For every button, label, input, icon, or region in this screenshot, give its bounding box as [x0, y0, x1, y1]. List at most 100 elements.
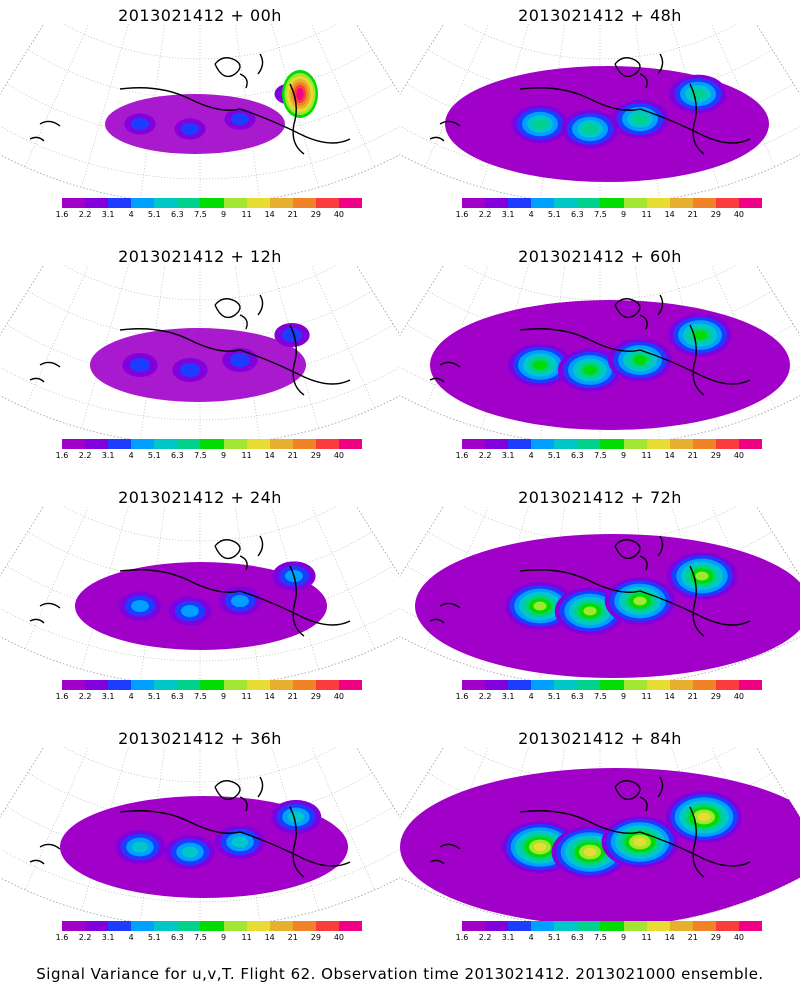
colorbar-swatch [154, 439, 178, 449]
colorbar-swatch [269, 921, 293, 931]
colorbar-label: 11 [241, 933, 252, 942]
colorbar-swatch [246, 921, 270, 931]
colorbar-swatch [646, 680, 670, 690]
variance-map [400, 24, 800, 205]
coastlines [29, 776, 351, 878]
colorbar-swatch [62, 680, 86, 690]
colorbar-label: 14 [264, 210, 275, 219]
forecast-panel: 2013021412 + 36h 1.6 2.2 3.1 4 5.1 6.3 7.5 9 11 14… [0, 723, 400, 964]
colorbar-swatch [692, 680, 716, 690]
colorbar-label: 21 [687, 692, 698, 701]
colorbar-label: 4 [528, 210, 534, 219]
colorbar-label: 2.2 [78, 451, 92, 460]
colorbar-swatch [85, 439, 109, 449]
colorbar-swatch [715, 198, 739, 208]
colorbar-swatch [131, 921, 155, 931]
colorbar-swatch [315, 680, 339, 690]
colorbar-swatch [154, 680, 178, 690]
colorbar-labels: 1.6 2.2 3.1 4 5.1 6.3 7.5 9 11 14 21 29 40 [56, 210, 362, 220]
colorbar-swatch [692, 921, 716, 931]
colorbar-label: 3.1 [501, 933, 515, 942]
variance-map [400, 747, 800, 928]
map-domain-outline [0, 747, 400, 928]
colorbar-label: 2.2 [478, 692, 492, 701]
colorbar-label: 7.5 [194, 210, 207, 219]
colorbar-swatch [269, 198, 293, 208]
forecast-panel: 2013021412 + 12h 1.6 2.2 3.1 4 5.1 6.3 7.5 9 11 14… [0, 241, 400, 482]
colorbar-label: 6.3 [171, 451, 184, 460]
colorbar-label: 3.1 [101, 692, 115, 701]
colorbar-swatch [177, 680, 201, 690]
colorbar-swatch [269, 680, 293, 690]
colorbar-label: 14 [664, 692, 675, 701]
colorbar-label: 7.5 [194, 692, 207, 701]
colorbar-label: 6.3 [571, 933, 584, 942]
colorbar-swatch [462, 680, 486, 690]
colorbar-swatch [177, 198, 201, 208]
colorbar-label: 1.6 [455, 692, 469, 701]
colorbar-swatch [108, 680, 132, 690]
colorbar-label: 4 [528, 451, 534, 460]
colorbar-label: 7.5 [594, 692, 607, 701]
colorbar-swatch [246, 198, 270, 208]
colorbar-swatch [85, 680, 109, 690]
colorbar-swatch [292, 198, 316, 208]
colorbar-labels: 1.6 2.2 3.1 4 5.1 6.3 7.5 9 11 14 21 29 40 [456, 210, 762, 220]
colorbar-label: 21 [287, 933, 298, 942]
colorbar [62, 680, 363, 690]
colorbar-labels: 1.6 2.2 3.1 4 5.1 6.3 7.5 9 11 14 21 29 40 [56, 692, 362, 702]
map-domain-outline [400, 24, 800, 205]
colorbar-swatch [223, 439, 247, 449]
colorbar-swatch [108, 198, 132, 208]
colorbar-swatch [292, 680, 316, 690]
colorbar-label: 3.1 [501, 210, 515, 219]
colorbar-label: 6.3 [171, 210, 184, 219]
colorbar-swatch [315, 439, 339, 449]
colorbar-label: 21 [287, 210, 298, 219]
colorbar-labels: 1.6 2.2 3.1 4 5.1 6.3 7.5 9 11 14 21 29 40 [456, 933, 762, 943]
colorbar-swatch [738, 921, 763, 931]
colorbar-label: 29 [710, 210, 721, 219]
colorbar-label: 40 [733, 451, 745, 460]
colorbar-label: 7.5 [194, 451, 207, 460]
colorbar-swatch [131, 439, 155, 449]
colorbar-label: 11 [241, 210, 252, 219]
colorbar-swatch [462, 439, 486, 449]
colorbar-label: 11 [641, 692, 652, 701]
colorbar-swatch [692, 198, 716, 208]
colorbar-label: 5.1 [147, 210, 161, 219]
colorbar-label: 4 [128, 692, 134, 701]
colorbar-labels: 1.6 2.2 3.1 4 5.1 6.3 7.5 9 11 14 21 29 40 [456, 451, 762, 461]
colorbar-label: 2.2 [78, 692, 92, 701]
colorbar-swatch [485, 439, 509, 449]
colorbar-swatch [554, 198, 578, 208]
colorbar-swatch [623, 680, 647, 690]
colorbar-label: 1.6 [455, 933, 469, 942]
colorbar-label: 9 [220, 692, 227, 701]
colorbar-label: 7.5 [594, 933, 607, 942]
colorbar-label: 6.3 [171, 692, 184, 701]
colorbar-swatch [462, 198, 486, 208]
panel-title: 2013021412 + 84h [518, 729, 682, 748]
forecast-panel: 2013021412 + 24h 1.6 2.2 3.1 4 5.1 6.3 7.5 9 11 14… [0, 482, 400, 723]
colorbar-swatch [508, 198, 532, 208]
colorbar-label: 11 [241, 692, 252, 701]
map-domain-outline [400, 265, 800, 446]
colorbar-swatch [646, 439, 670, 449]
colorbar-swatch [223, 198, 247, 208]
map-domain-outline [0, 265, 400, 446]
colorbar-label: 6.3 [571, 692, 584, 701]
colorbar-label: 14 [264, 933, 275, 942]
colorbar-label: 2.2 [478, 210, 492, 219]
colorbar-swatch [623, 921, 647, 931]
colorbar-swatch [577, 439, 601, 449]
colorbar-swatch [600, 439, 624, 449]
panel-title: 2013021412 + 48h [518, 6, 682, 25]
colorbar-swatch [554, 680, 578, 690]
colorbar-label: 29 [710, 451, 721, 460]
colorbar-label: 29 [710, 933, 721, 942]
colorbar-label: 29 [310, 210, 321, 219]
colorbar [462, 921, 763, 931]
colorbar-label: 9 [220, 933, 227, 942]
colorbar-label: 11 [641, 210, 652, 219]
